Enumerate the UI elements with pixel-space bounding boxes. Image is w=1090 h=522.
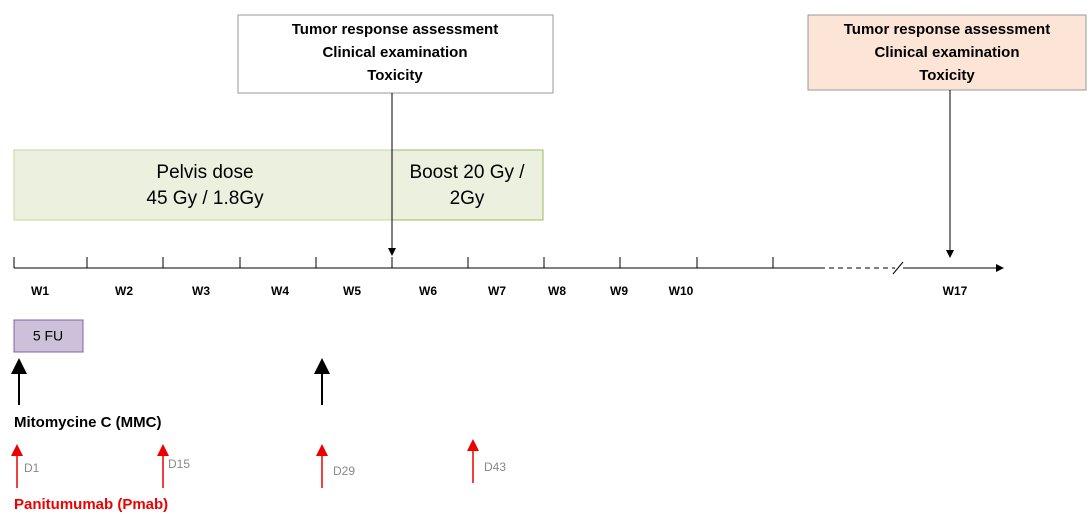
week-label: W1 bbox=[31, 284, 49, 298]
five-fu-box bbox=[13, 319, 84, 353]
boost-box bbox=[391, 149, 544, 221]
week-label: W3 bbox=[192, 284, 210, 298]
mmc-label: Mitomycine C (MMC) bbox=[14, 414, 162, 431]
day-label: D15 bbox=[168, 457, 190, 471]
five-fu-label: 5 FU bbox=[33, 328, 63, 344]
pelvis-text: 45 Gy / 1.8Gy bbox=[146, 188, 264, 209]
week-label: W8 bbox=[548, 284, 566, 298]
week-label: W10 bbox=[669, 284, 694, 298]
box-text: Toxicity bbox=[919, 67, 975, 84]
week-label: W17 bbox=[943, 284, 968, 298]
boost-text: Boost 20 Gy / bbox=[409, 162, 525, 183]
box-text: Tumor response assessment bbox=[844, 21, 1050, 38]
box-text: Clinical examination bbox=[322, 44, 467, 61]
timeline bbox=[13, 257, 1004, 275]
week-label: W9 bbox=[610, 284, 628, 298]
week-label: W4 bbox=[271, 284, 289, 298]
day-label: D29 bbox=[333, 464, 355, 478]
pelvis-box bbox=[13, 149, 393, 221]
day-label: D1 bbox=[24, 461, 40, 475]
pmab-label: Panitumumab (Pmab) bbox=[14, 496, 168, 513]
box-text: Tumor response assessment bbox=[292, 21, 498, 38]
pelvis-text: Pelvis dose bbox=[156, 162, 253, 183]
week-label: W6 bbox=[419, 284, 437, 298]
assessment-box bbox=[807, 14, 1087, 91]
week-label: W5 bbox=[343, 284, 361, 298]
week-label: W2 bbox=[115, 284, 133, 298]
box-text: Clinical examination bbox=[874, 44, 1019, 61]
day-label: D43 bbox=[484, 460, 506, 474]
box-text: Toxicity bbox=[367, 67, 423, 84]
boost-text: 2Gy bbox=[450, 188, 485, 209]
assessment-box bbox=[237, 14, 554, 94]
week-label: W7 bbox=[488, 284, 506, 298]
